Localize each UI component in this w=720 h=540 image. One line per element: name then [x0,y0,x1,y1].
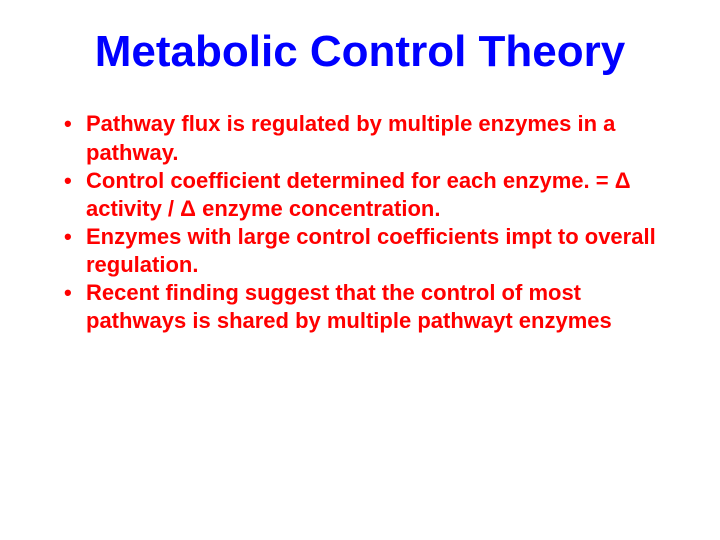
slide: Metabolic Control Theory Pathway flux is… [0,0,720,540]
list-item: Enzymes with large control coefficients … [62,223,666,279]
slide-title: Metabolic Control Theory [54,28,666,76]
bullet-list: Pathway flux is regulated by multiple en… [54,110,666,335]
list-item: Control coefficient determined for each … [62,167,666,223]
list-item: Pathway flux is regulated by multiple en… [62,110,666,166]
list-item: Recent finding suggest that the control … [62,279,666,335]
